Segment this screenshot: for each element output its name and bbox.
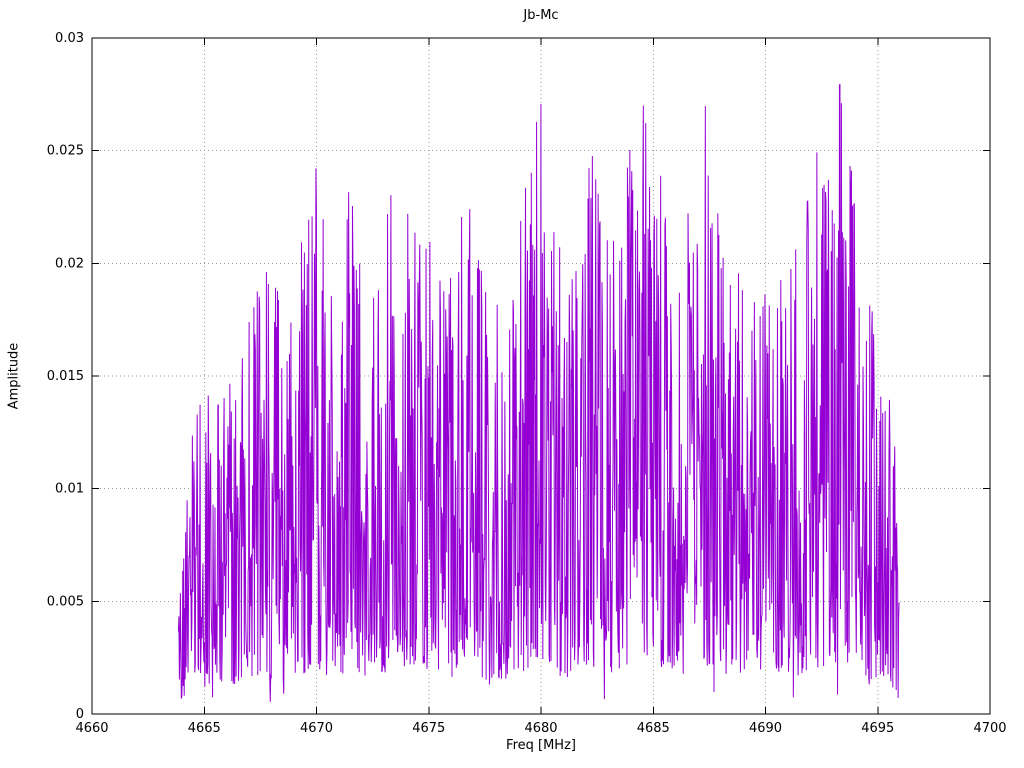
x-axis-label: Freq [MHz] xyxy=(506,738,576,753)
svg-text:4680: 4680 xyxy=(524,721,557,736)
y-axis-label: Amplitude xyxy=(6,342,22,410)
svg-text:4665: 4665 xyxy=(188,721,221,736)
svg-text:4660: 4660 xyxy=(75,721,108,736)
chart-title: Jb-Mc xyxy=(523,8,559,23)
svg-text:0.015: 0.015 xyxy=(47,369,84,384)
svg-text:0.01: 0.01 xyxy=(55,482,84,497)
svg-text:4690: 4690 xyxy=(749,721,782,736)
svg-text:0: 0 xyxy=(76,707,84,722)
svg-text:4685: 4685 xyxy=(637,721,670,736)
svg-text:0.02: 0.02 xyxy=(55,256,84,271)
svg-text:0.03: 0.03 xyxy=(55,31,84,46)
svg-text:4700: 4700 xyxy=(973,721,1006,736)
svg-text:0.025: 0.025 xyxy=(47,144,84,159)
svg-text:4695: 4695 xyxy=(861,721,894,736)
svg-text:4670: 4670 xyxy=(300,721,333,736)
svg-text:4675: 4675 xyxy=(412,721,445,736)
svg-text:0.005: 0.005 xyxy=(47,594,84,609)
